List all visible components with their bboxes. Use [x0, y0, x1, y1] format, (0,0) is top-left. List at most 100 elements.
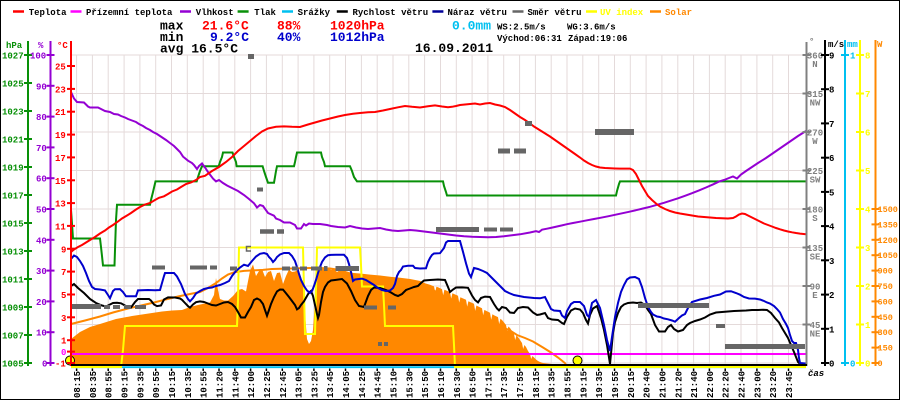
- svg-text:Přízemní teplota: Přízemní teplota: [86, 8, 173, 18]
- svg-text:4: 4: [865, 206, 871, 216]
- svg-text:16.09.2011: 16.09.2011: [415, 41, 493, 56]
- svg-text:40%: 40%: [277, 30, 301, 45]
- svg-text:2: 2: [865, 283, 870, 293]
- svg-text:22:40: 22:40: [738, 371, 748, 398]
- svg-text:900: 900: [878, 267, 893, 277]
- svg-text:12:45: 12:45: [279, 371, 289, 398]
- svg-text:NE: NE: [810, 330, 821, 340]
- svg-text:16:50: 16:50: [469, 371, 479, 398]
- svg-text:1020hPa: 1020hPa: [330, 19, 385, 34]
- svg-text:N: N: [812, 60, 817, 70]
- svg-text:°C: °C: [57, 41, 68, 51]
- svg-text:11:20: 11:20: [216, 371, 226, 398]
- svg-text:1005: 1005: [2, 360, 24, 370]
- svg-text:12:00: 12:00: [247, 371, 257, 398]
- svg-text:450: 450: [878, 313, 893, 323]
- svg-text:45: 45: [810, 321, 821, 331]
- svg-text:16:10: 16:10: [437, 371, 447, 398]
- svg-text:0.0mm: 0.0mm: [452, 19, 491, 34]
- svg-text:1011: 1011: [2, 276, 24, 286]
- svg-text:15:30: 15:30: [405, 371, 415, 398]
- svg-text:°: °: [809, 37, 814, 47]
- svg-text:10:35: 10:35: [184, 371, 194, 398]
- svg-text:W: W: [877, 40, 883, 50]
- svg-text:m/s: m/s: [828, 40, 844, 50]
- svg-text:Náraz větru: Náraz větru: [448, 8, 507, 18]
- svg-text:S: S: [812, 214, 818, 224]
- svg-text:min: min: [160, 30, 184, 45]
- svg-text:19: 19: [55, 131, 66, 141]
- svg-text:avg 16.5°C: avg 16.5°C: [160, 42, 238, 57]
- svg-text:1015: 1015: [2, 220, 24, 230]
- svg-text:23:45: 23:45: [785, 371, 795, 398]
- svg-text:08:35: 08:35: [89, 371, 99, 398]
- svg-text:WS:2.5m/s: WS:2.5m/s: [497, 23, 546, 33]
- svg-text:Rychlost větru: Rychlost větru: [353, 8, 429, 18]
- svg-text:1023: 1023: [2, 108, 24, 118]
- svg-text:50: 50: [36, 206, 47, 216]
- svg-text:6: 6: [865, 129, 870, 139]
- svg-text:Vlhkost: Vlhkost: [196, 8, 234, 18]
- svg-text:4: 4: [829, 223, 835, 233]
- svg-text:11:40: 11:40: [231, 371, 241, 398]
- svg-text:9.2°C: 9.2°C: [210, 30, 249, 45]
- svg-text:18:35: 18:35: [548, 371, 558, 398]
- svg-text:E: E: [812, 291, 818, 301]
- svg-text:11: 11: [55, 222, 66, 232]
- svg-text:Teplota: Teplota: [29, 8, 67, 18]
- svg-text:8: 8: [865, 52, 870, 62]
- svg-text:16:30: 16:30: [453, 371, 463, 398]
- svg-text:12:25: 12:25: [263, 371, 273, 398]
- svg-text:270: 270: [807, 129, 823, 139]
- svg-text:90: 90: [810, 283, 821, 293]
- svg-text:0: 0: [878, 359, 883, 369]
- svg-text:22:00: 22:00: [706, 371, 716, 398]
- svg-text:225: 225: [807, 167, 823, 177]
- svg-text:3: 3: [829, 257, 834, 267]
- svg-text:19:35: 19:35: [595, 371, 605, 398]
- svg-text:20:15: 20:15: [627, 371, 637, 398]
- svg-text:1350: 1350: [878, 220, 898, 230]
- svg-text:70: 70: [36, 144, 47, 154]
- svg-text:21.6°C: 21.6°C: [202, 19, 249, 34]
- svg-text:22:20: 22:20: [722, 371, 732, 398]
- svg-text:Tlak: Tlak: [254, 8, 276, 18]
- svg-text:max: max: [160, 19, 184, 34]
- svg-text:1013: 1013: [2, 248, 24, 258]
- svg-text:UV index: UV index: [600, 8, 644, 18]
- svg-text:3: 3: [865, 244, 870, 254]
- svg-text:1: 1: [829, 325, 835, 335]
- svg-text:9: 9: [61, 245, 66, 255]
- svg-text:21:20: 21:20: [674, 371, 684, 398]
- svg-text:1200: 1200: [878, 236, 898, 246]
- svg-text:7: 7: [61, 268, 66, 278]
- svg-text:W: W: [812, 137, 818, 147]
- svg-text:20: 20: [36, 298, 47, 308]
- svg-text:300: 300: [878, 328, 893, 338]
- svg-text:88%: 88%: [277, 19, 301, 34]
- svg-text:1025: 1025: [2, 80, 24, 90]
- svg-text:13: 13: [55, 200, 66, 210]
- svg-text:1050: 1050: [878, 251, 898, 261]
- svg-text:60: 60: [36, 175, 47, 185]
- svg-text:5: 5: [61, 291, 66, 301]
- svg-text:14:05: 14:05: [342, 371, 352, 398]
- svg-text:19:15: 19:15: [579, 371, 589, 398]
- svg-text:17:55: 17:55: [516, 371, 526, 398]
- svg-text:-1: -1: [55, 360, 66, 370]
- svg-text:20:40: 20:40: [643, 371, 653, 398]
- svg-text:1012hPa: 1012hPa: [330, 30, 385, 45]
- svg-text:Srážky: Srážky: [298, 8, 331, 18]
- svg-text:13:25: 13:25: [310, 371, 320, 398]
- svg-text:18:55: 18:55: [564, 371, 574, 398]
- svg-text:09:55: 09:55: [152, 371, 162, 398]
- svg-text:1500: 1500: [878, 205, 898, 215]
- svg-text:180: 180: [807, 206, 823, 216]
- svg-text:08:15: 08:15: [73, 371, 83, 398]
- svg-text:18:15: 18:15: [532, 371, 542, 398]
- svg-text:15:50: 15:50: [421, 371, 431, 398]
- svg-text:23:00: 23:00: [753, 371, 763, 398]
- svg-text:23:20: 23:20: [769, 371, 779, 398]
- svg-text:23: 23: [55, 85, 66, 95]
- svg-text:2: 2: [829, 291, 834, 301]
